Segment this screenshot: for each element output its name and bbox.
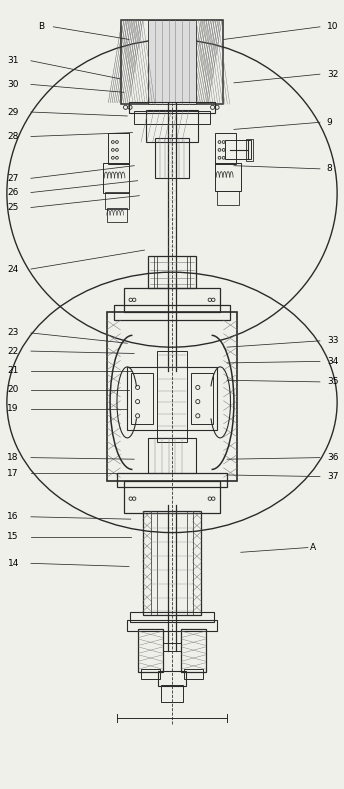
Bar xyxy=(107,312,237,481)
Bar xyxy=(181,629,206,672)
Bar xyxy=(215,133,236,164)
Bar xyxy=(146,110,198,142)
Text: A: A xyxy=(310,543,316,552)
Text: 15: 15 xyxy=(8,532,19,541)
Bar xyxy=(217,191,239,205)
Bar xyxy=(155,138,189,178)
Bar xyxy=(184,669,203,679)
Bar xyxy=(148,256,196,288)
Bar xyxy=(225,140,251,159)
Bar xyxy=(127,620,217,631)
Bar xyxy=(107,208,127,222)
Text: 14: 14 xyxy=(8,559,19,568)
Bar xyxy=(105,192,129,209)
Text: 25: 25 xyxy=(8,203,19,212)
Text: B: B xyxy=(39,22,45,32)
Bar xyxy=(141,669,160,679)
Text: 28: 28 xyxy=(8,132,19,141)
Text: 29: 29 xyxy=(8,107,19,117)
Text: 34: 34 xyxy=(327,357,338,366)
Bar xyxy=(246,139,253,161)
Bar xyxy=(124,481,220,513)
Bar xyxy=(114,305,230,320)
Text: 22: 22 xyxy=(8,346,19,356)
Bar xyxy=(138,629,163,672)
Text: 21: 21 xyxy=(8,366,19,376)
Text: 26: 26 xyxy=(8,188,19,197)
Text: 8: 8 xyxy=(327,164,333,174)
Bar xyxy=(108,133,129,164)
Text: 9: 9 xyxy=(327,118,333,127)
Text: 33: 33 xyxy=(327,336,338,346)
Bar xyxy=(121,20,223,104)
Text: 31: 31 xyxy=(8,56,19,65)
Bar xyxy=(143,511,201,615)
Bar xyxy=(148,20,196,104)
Text: 19: 19 xyxy=(8,404,19,413)
Bar xyxy=(127,367,217,430)
Text: 18: 18 xyxy=(8,453,19,462)
Bar xyxy=(215,163,241,191)
Text: 17: 17 xyxy=(8,469,19,478)
Bar xyxy=(129,102,215,113)
Bar xyxy=(158,671,186,686)
Text: 16: 16 xyxy=(8,512,19,522)
Bar xyxy=(148,438,196,473)
Bar xyxy=(130,612,214,622)
Text: 30: 30 xyxy=(8,80,19,89)
Text: 24: 24 xyxy=(8,264,19,274)
Text: 23: 23 xyxy=(8,328,19,338)
Text: 10: 10 xyxy=(327,22,338,32)
Text: 37: 37 xyxy=(327,472,338,481)
Bar xyxy=(134,111,210,124)
Text: 36: 36 xyxy=(327,453,338,462)
Bar xyxy=(157,351,187,442)
Text: 35: 35 xyxy=(327,377,338,387)
Text: 20: 20 xyxy=(8,385,19,394)
Text: 32: 32 xyxy=(327,69,338,79)
Bar xyxy=(191,373,213,424)
Bar xyxy=(131,373,153,424)
Bar xyxy=(161,685,183,702)
Bar xyxy=(117,473,227,487)
Bar xyxy=(124,288,220,312)
Text: 27: 27 xyxy=(8,174,19,183)
Bar xyxy=(103,163,129,193)
